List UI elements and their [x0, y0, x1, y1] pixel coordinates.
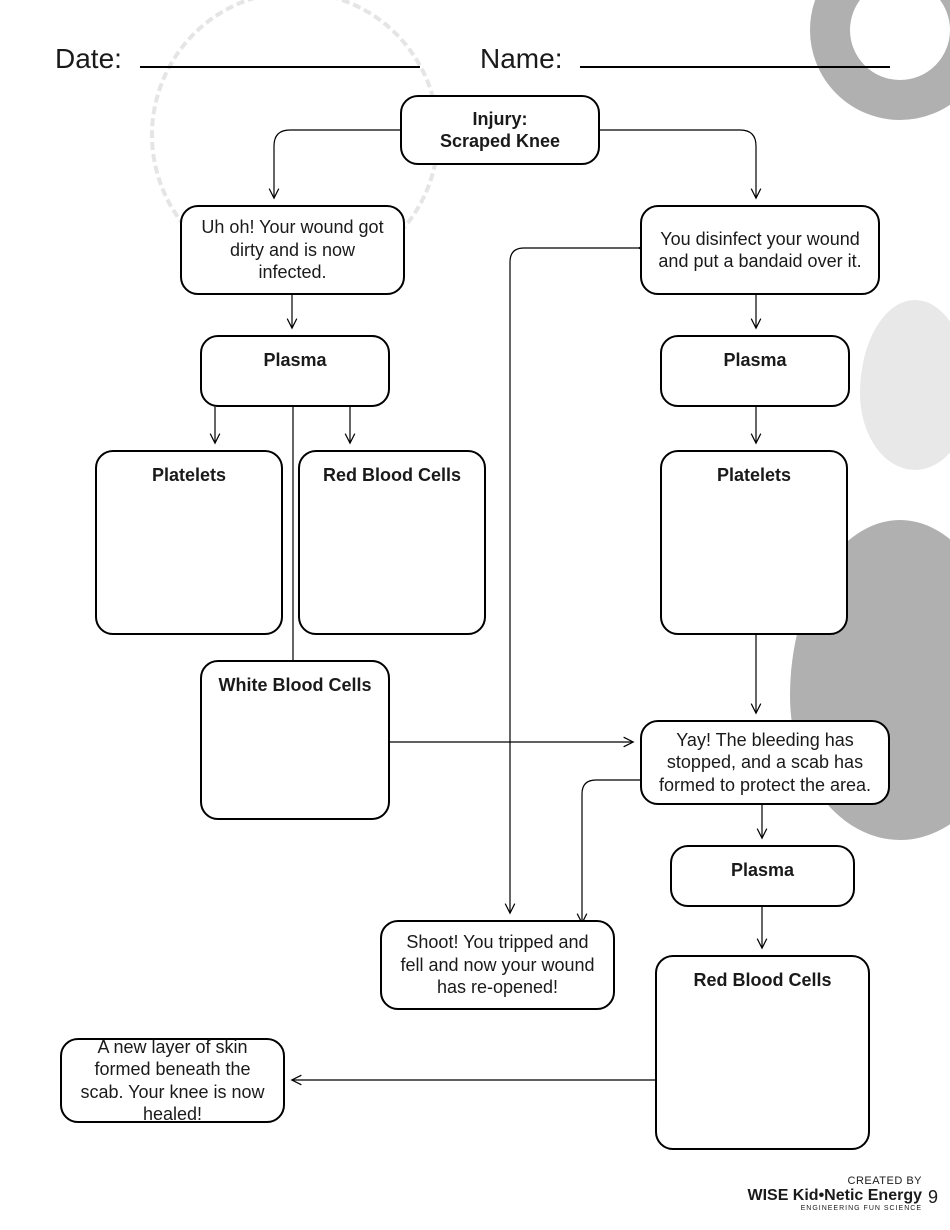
date-underline — [140, 40, 420, 68]
node-tripped: Shoot! You tripped and fell and now your… — [380, 920, 615, 1010]
node-plasma-right: Plasma — [660, 335, 850, 407]
footer: CREATED BY WISE Kid•Netic Energy ENGINEE… — [747, 1175, 922, 1212]
name-underline — [580, 40, 890, 68]
node-rbc-left-text: Red Blood Cells — [323, 464, 461, 487]
date-label: Date: — [55, 43, 122, 74]
node-platelets-right-text: Platelets — [717, 464, 791, 487]
footer-created-by: CREATED BY — [747, 1175, 922, 1187]
node-wbc: White Blood Cells — [200, 660, 390, 820]
node-scab-text: Yay! The bleeding has stopped, and a sca… — [656, 729, 874, 797]
name-label: Name: — [480, 43, 562, 74]
footer-sub: ENGINEERING FUN SCIENCE — [747, 1205, 922, 1212]
node-plasma-left-text: Plasma — [263, 349, 326, 372]
node-plasma-bottom-text: Plasma — [731, 859, 794, 882]
page-number: 9 — [928, 1187, 938, 1208]
node-healed-text: A new layer of skin formed beneath the s… — [76, 1036, 269, 1126]
node-tripped-text: Shoot! You tripped and fell and now your… — [396, 931, 599, 999]
node-infected: Uh oh! Your wound got dirty and is now i… — [180, 205, 405, 295]
node-rbc-bottom-text: Red Blood Cells — [693, 969, 831, 992]
node-plasma-bottom: Plasma — [670, 845, 855, 907]
node-wbc-text: White Blood Cells — [219, 674, 372, 697]
node-scab: Yay! The bleeding has stopped, and a sca… — [640, 720, 890, 805]
node-platelets-left: Platelets — [95, 450, 283, 635]
node-rbc-bottom: Red Blood Cells — [655, 955, 870, 1150]
node-injury-line2: Scraped Knee — [440, 130, 560, 153]
node-disinfect: You disinfect your wound and put a banda… — [640, 205, 880, 295]
name-label-block: Name: — [480, 40, 890, 75]
node-plasma-left: Plasma — [200, 335, 390, 407]
node-platelets-left-text: Platelets — [152, 464, 226, 487]
node-injury: Injury: Scraped Knee — [400, 95, 600, 165]
node-platelets-right: Platelets — [660, 450, 848, 635]
node-disinfect-text: You disinfect your wound and put a banda… — [656, 228, 864, 273]
footer-brand: WISE Kid•Netic Energy — [747, 1187, 922, 1205]
node-rbc-left: Red Blood Cells — [298, 450, 486, 635]
date-label-block: Date: — [55, 40, 420, 75]
node-plasma-right-text: Plasma — [723, 349, 786, 372]
node-infected-text: Uh oh! Your wound got dirty and is now i… — [196, 216, 389, 284]
node-healed: A new layer of skin formed beneath the s… — [60, 1038, 285, 1123]
node-injury-line1: Injury: — [440, 108, 560, 131]
